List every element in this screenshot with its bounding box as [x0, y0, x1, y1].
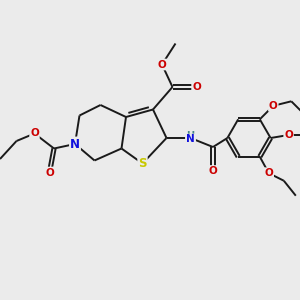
Text: N: N — [70, 137, 80, 151]
Text: O: O — [158, 59, 166, 70]
Text: O: O — [264, 168, 273, 178]
Text: O: O — [192, 82, 201, 92]
Text: H: H — [186, 131, 195, 141]
Text: O: O — [45, 167, 54, 178]
Text: N: N — [186, 134, 195, 145]
Text: O: O — [269, 101, 278, 111]
Text: O: O — [30, 128, 39, 139]
Text: O: O — [284, 130, 293, 140]
Text: O: O — [208, 166, 217, 176]
Text: S: S — [138, 157, 147, 170]
Text: H: H — [186, 133, 195, 143]
